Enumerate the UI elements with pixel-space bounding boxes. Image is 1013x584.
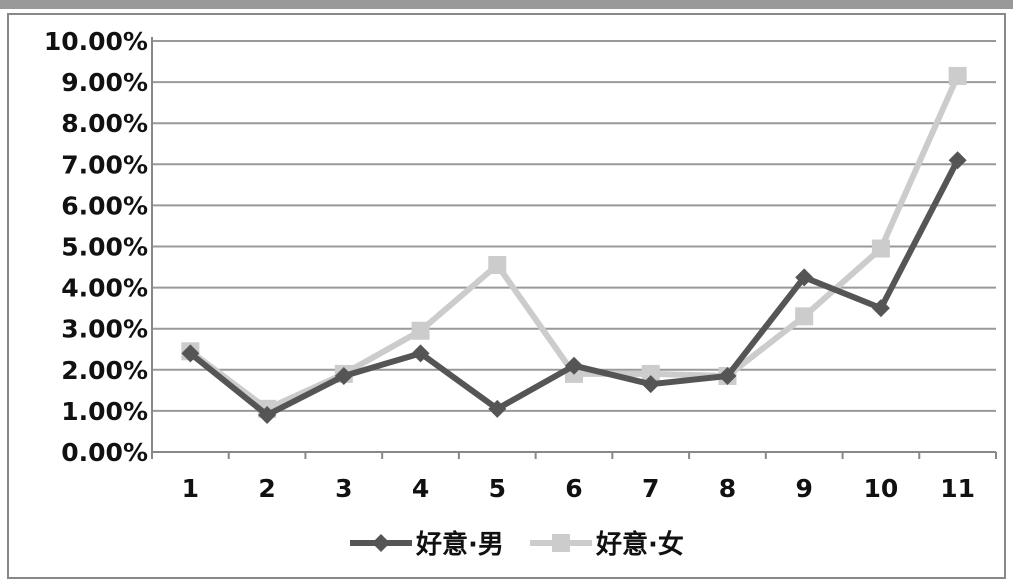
- data-point: [948, 151, 967, 170]
- y-tick-label: 3.00%: [61, 315, 148, 344]
- x-tick-label: 10: [864, 474, 899, 503]
- legend-marker: [372, 534, 390, 552]
- y-tick-label: 1.00%: [61, 397, 148, 426]
- data-point: [258, 406, 277, 425]
- x-tick-label: 11: [940, 474, 975, 503]
- series-1: [181, 151, 967, 425]
- x-tick-label: 6: [565, 474, 582, 503]
- legend-item-2: 好意·女: [530, 529, 684, 560]
- legend-marker: [552, 534, 570, 552]
- data-point: [565, 356, 583, 375]
- data-point: [871, 299, 890, 318]
- legend: 好意·男 好意·女: [350, 529, 684, 560]
- y-tick-label: 2.00%: [61, 356, 148, 385]
- data-point: [334, 366, 353, 385]
- y-tick-label: 7.00%: [61, 150, 148, 179]
- x-tick-label: 7: [642, 474, 659, 503]
- data-point: [411, 321, 430, 340]
- data-point: [641, 364, 660, 383]
- gridlines: [152, 40, 996, 412]
- data-point: [871, 239, 890, 258]
- x-tick-label: 3: [335, 474, 352, 503]
- data-point: [948, 66, 967, 85]
- axes: [151, 37, 997, 459]
- data-point: [795, 307, 814, 326]
- data-point: [718, 366, 737, 385]
- x-tick-label: 8: [719, 474, 736, 503]
- x-tick-label: 1: [182, 474, 199, 503]
- x-tick-label: 9: [795, 474, 812, 503]
- x-tick-label: 2: [258, 474, 275, 503]
- data-point: [181, 344, 200, 363]
- data-point: [795, 268, 814, 287]
- data-point: [641, 375, 660, 394]
- x-tick-label: 4: [412, 474, 429, 503]
- chart-frame: [7, 13, 1006, 579]
- y-tick-label: 6.00%: [61, 191, 148, 220]
- data-point: [488, 399, 507, 418]
- top-bar: [0, 0, 1013, 9]
- data-point: [488, 255, 507, 274]
- y-tick-labels: 0.00% 1.00% 2.00% 3.00% 4.00% 5.00% 6.00% 7.00%…: [44, 27, 148, 467]
- y-tick-label: 5.00%: [61, 233, 148, 262]
- series: [181, 66, 967, 425]
- x-tick-labels: 1 2 3 4 5 6 7 8 9 10 11: [182, 474, 975, 503]
- y-tick-label: 0.00%: [61, 438, 148, 467]
- legend-item-1: 好意·男: [350, 529, 504, 560]
- y-tick-label: 10.00%: [44, 27, 148, 56]
- data-point: [411, 344, 430, 363]
- legend-label: 好意·男: [415, 529, 504, 560]
- y-tick-label: 9.00%: [61, 68, 148, 97]
- x-tick-label: 5: [489, 474, 506, 503]
- legend-label: 好意·女: [595, 529, 684, 560]
- y-tick-label: 8.00%: [61, 109, 148, 138]
- y-tick-label: 4.00%: [61, 274, 148, 303]
